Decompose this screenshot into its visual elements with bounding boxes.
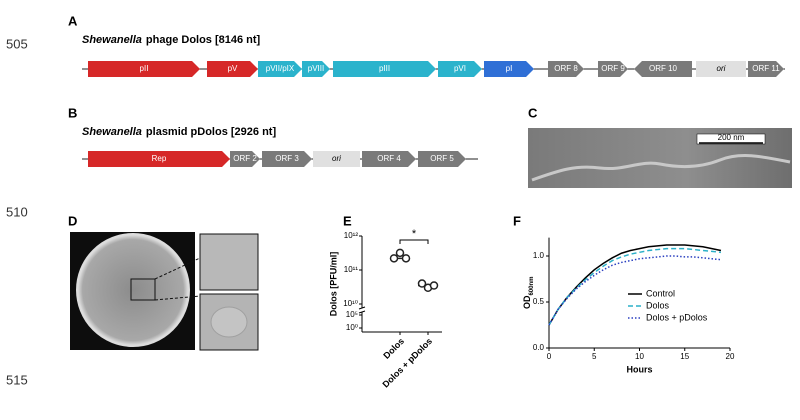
zoom-line [154, 295, 201, 301]
gene-label: pVIII [308, 64, 324, 73]
zoom-box [130, 278, 156, 301]
gene [230, 151, 260, 167]
legend-label: Control [646, 288, 675, 298]
y-tick-label: 0.0 [533, 343, 545, 352]
scale-bar-box [696, 133, 766, 145]
gene [313, 151, 360, 167]
x-tick-label: 5 [592, 352, 597, 361]
y-tick-label: 0.5 [533, 297, 545, 306]
panel-label: C [528, 105, 538, 120]
gene-label: ORF 11 [752, 64, 780, 73]
gene-map: pII pV pVII/pIX pVIII pIII pVI pI ORF 8 ORF 9 ORF… [88, 61, 784, 77]
point [389, 254, 399, 263]
title-italic: Shewanella [82, 126, 142, 138]
gene [598, 61, 628, 77]
y-label-sub: 600nm [529, 277, 535, 296]
point [417, 279, 427, 288]
panel-title: Shewanella plasmid pDolos [2926 nt] [82, 126, 276, 138]
gene [484, 61, 534, 77]
axis-break [358, 306, 366, 310]
gene-label: pV [228, 64, 238, 73]
gene-label: ORF 9 [601, 64, 625, 73]
y-tick-label: 10¹² [344, 231, 359, 240]
growth-curve [548, 255, 722, 326]
y-axis-label: Dolos [PFU/ml] [328, 252, 338, 317]
gene [696, 61, 746, 77]
inset [199, 233, 259, 291]
gene-label: pVI [454, 64, 466, 73]
gene [258, 61, 302, 77]
panel-label: D [68, 213, 77, 228]
x-tick-label: 20 [726, 352, 735, 361]
gene [418, 151, 466, 167]
title-italic: Shewanella [82, 34, 142, 46]
x-tick-label: Dolos [381, 336, 406, 361]
plate [76, 233, 190, 347]
filament [531, 154, 791, 182]
x-tick-label: Dolos + pDolos [381, 336, 435, 390]
y-tick-label: 10⁵ [346, 310, 358, 319]
y-tick-label: 10¹¹ [344, 265, 359, 274]
y-tick-label: 10⁰ [346, 323, 358, 332]
gene-label: ORF 4 [377, 154, 401, 163]
point [429, 281, 439, 290]
y-tick-label: 10¹⁰ [343, 299, 358, 308]
gene [262, 151, 312, 167]
panel-label: A [68, 13, 78, 28]
panel-label: F [513, 213, 521, 228]
panel-label: B [68, 105, 77, 120]
y-label-main: OD [522, 295, 532, 309]
gene [548, 61, 584, 77]
growth-curve [548, 247, 722, 326]
x-axis-label: Hours [626, 364, 652, 374]
gene-label: ORF 10 [649, 64, 678, 73]
gene [88, 61, 200, 77]
panel-label: E [343, 213, 352, 228]
gene-label: Rep [152, 154, 167, 163]
x-tick-label: 10 [635, 352, 644, 361]
panel-title: Shewanella phage Dolos [8146 nt] [82, 34, 261, 46]
gene [333, 61, 436, 77]
gene-label: pI [506, 64, 513, 73]
line-number: 515 [6, 372, 28, 387]
gene [302, 61, 330, 77]
zoom-line [154, 257, 201, 280]
gene [88, 151, 230, 167]
gene [207, 61, 258, 77]
legend-label: Dolos [646, 300, 670, 310]
gene-label: ori [332, 154, 341, 163]
significance-bracket [399, 239, 429, 244]
x-tick-label: 15 [680, 352, 689, 361]
gene-map: Rep ORF 2 ORF 3 ori ORF 4 ORF 5 [88, 151, 466, 167]
gene [438, 61, 482, 77]
point [401, 254, 411, 263]
gene-label: pVII/pIX [266, 64, 295, 73]
gene-label: ORF 5 [430, 154, 454, 163]
gene-label: ORF 8 [554, 64, 578, 73]
title-rest: phage Dolos [8146 nt] [146, 34, 261, 46]
title-rest: plasmid pDolos [2926 nt] [146, 126, 277, 138]
y-axis-label: OD600nm [522, 277, 534, 310]
gene-label: ORF 2 [233, 154, 257, 163]
x-tick-label: 0 [547, 352, 552, 361]
gene [634, 61, 692, 77]
gene-label: ORF 3 [275, 154, 299, 163]
line-number: 510 [6, 204, 28, 219]
point [395, 248, 405, 258]
gene-label: ori [717, 64, 726, 73]
line-number: 505 [6, 36, 28, 51]
legend-label: Dolos + pDolos [646, 312, 708, 322]
growth-curve [548, 244, 722, 326]
plaque [210, 306, 248, 338]
gene-label: pIII [379, 64, 390, 73]
annotation: * [412, 228, 417, 240]
gene-label: pII [140, 64, 149, 73]
axis-break [358, 310, 366, 314]
gene [748, 61, 784, 77]
scale-bar-label: 200 nm [718, 133, 745, 142]
gene [362, 151, 416, 167]
y-tick-label: 1.0 [533, 251, 545, 260]
